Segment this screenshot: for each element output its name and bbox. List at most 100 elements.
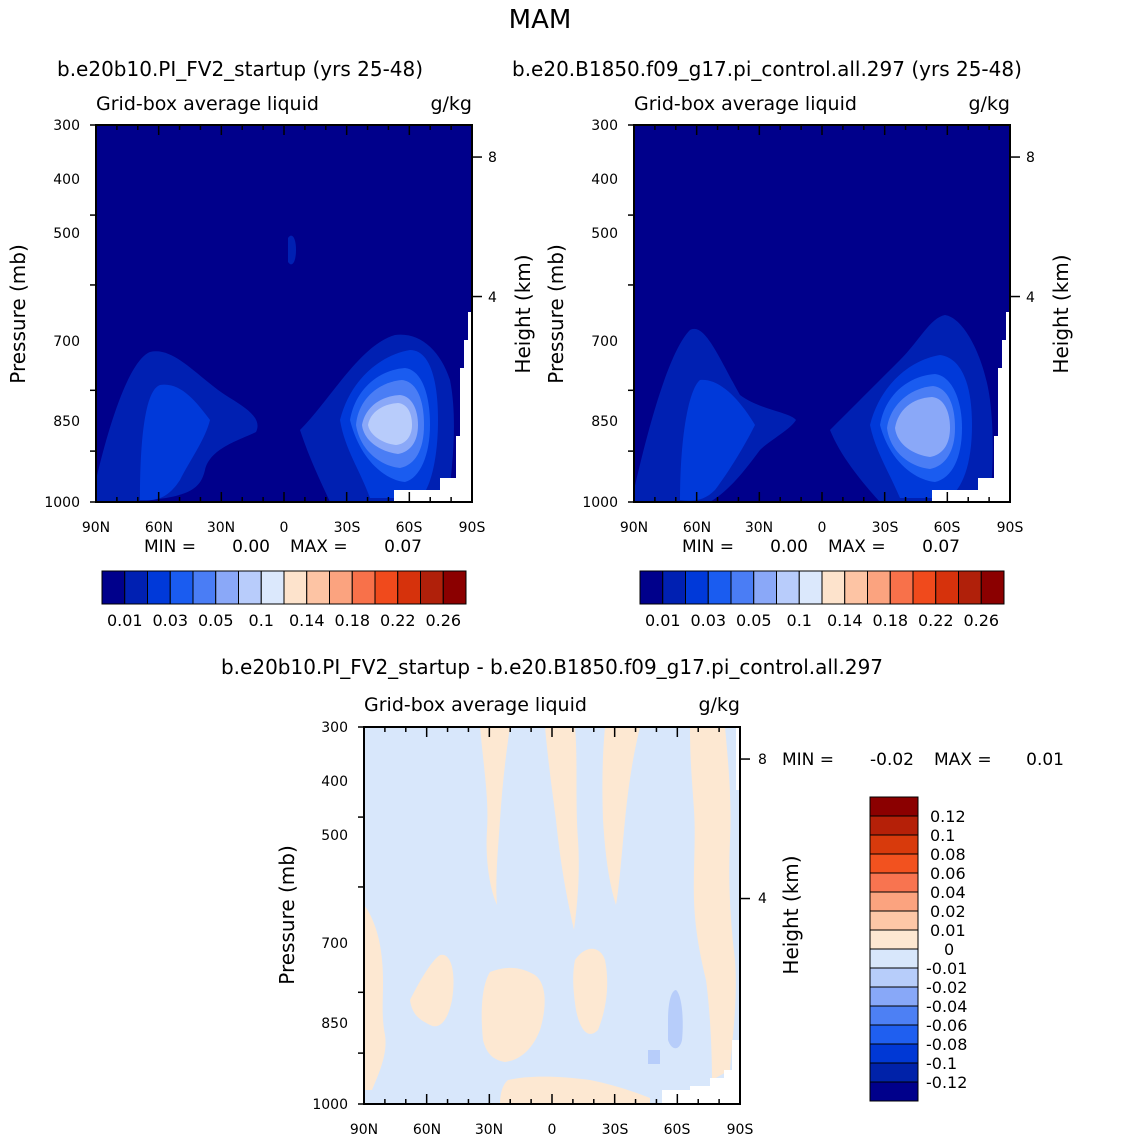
- panel-b-xtick-label: 60N: [683, 520, 711, 536]
- panel-b-cbar-label: 0.14: [827, 611, 863, 630]
- panel-b-ticks: [628, 124, 1020, 503]
- panel-c-cbar-label: 0.01: [930, 921, 966, 940]
- panel-a-contours: [96, 125, 472, 502]
- panel-a-colorbar: [101, 570, 467, 605]
- panel-b-level-5: [895, 397, 950, 457]
- panel-c-cbar-label: -0.1: [926, 1054, 957, 1073]
- panel-a-missing-data: [394, 125, 472, 502]
- panel-c-min-label: MIN =: [782, 750, 834, 770]
- panel-c-positive-region: [500, 1076, 650, 1104]
- panel-b-level-2: [680, 379, 755, 501]
- panel-c-units: g/kg: [698, 694, 740, 716]
- panel-c-cbar-label: 0: [944, 940, 954, 959]
- panel-c-cbar-label: 0.1: [930, 826, 955, 845]
- panel-b-variable: Grid-box average liquid: [634, 93, 857, 115]
- panel-b-ylabel: Pressure (mb): [544, 244, 568, 384]
- panel-c-positive-region: [573, 948, 608, 1034]
- panel-b-colorbar-swatch: [776, 570, 800, 605]
- panel-c-cbar-label: 0.06: [930, 864, 966, 883]
- panel-b-units: g/kg: [968, 93, 1010, 115]
- panel-a-cbar-label: 0.03: [152, 611, 188, 630]
- panel-c-min-value: -0.02: [870, 750, 914, 770]
- panel-b-height-label: 4: [1026, 290, 1035, 306]
- panel-a-colorbar-labels: 0.01 0.03 0.05 0.1 0.14 0.18 0.22 0.26: [107, 611, 461, 630]
- panel-b-title: b.e20.B1850.f09_g17.pi_control.all.297 (…: [512, 57, 1022, 81]
- panel-a-xtick-label: 60N: [145, 520, 173, 536]
- panel-c-xtick-label: 90S: [727, 1122, 754, 1138]
- panel-a-colorbar-swatch: [238, 570, 262, 605]
- panel-b-colorbar-swatch: [639, 570, 664, 605]
- panel-b-cbar-label: 0.05: [736, 611, 772, 630]
- panel-c-contours: [364, 727, 740, 1104]
- panel-a-colorbar-swatch: [283, 570, 308, 605]
- panel-b-colorbar-swatch: [707, 570, 732, 605]
- panel-c-cbar-label: -0.01: [926, 959, 967, 978]
- panel-c-cbar-label: -0.12: [926, 1073, 967, 1092]
- panel-a-x-ticklabels: 90N 60N 30N 0 30S 60S 90S: [82, 520, 486, 536]
- panel-b: b.e20.B1850.f09_g17.pi_control.all.297 (…: [512, 57, 1073, 630]
- panel-c-positive-region: [364, 905, 386, 1090]
- panel-b-max-label: MAX =: [828, 537, 886, 557]
- panel-a-ylabel-right: Height (km): [511, 254, 535, 373]
- panel-a-xtick-label: 30N: [207, 520, 235, 536]
- panel-c-positive-region: [545, 727, 579, 930]
- panel-a-colorbar-swatch: [329, 570, 353, 605]
- panel-b-max-value: 0.07: [922, 537, 960, 557]
- panel-b-ytick-label: 700: [591, 334, 618, 350]
- panel-c-colorbar-swatch: [869, 891, 919, 912]
- panel-b-colorbar-swatch: [844, 570, 868, 605]
- panel-c-missing-data: [662, 1040, 740, 1104]
- panel-c-ytick-label: 850: [321, 1016, 348, 1032]
- panel-a-cbar-label: 0.26: [425, 611, 461, 630]
- panel-a: b.e20b10.PI_FV2_startup (yrs 25-48) Grid…: [6, 57, 535, 630]
- panel-b-colorbar-swatch: [821, 570, 846, 605]
- panel-b-ylabel-right: Height (km): [1049, 254, 1073, 373]
- panel-c-colorbar-swatch: [869, 872, 919, 893]
- panel-b-cbar-label: 0.01: [645, 611, 681, 630]
- panel-a-level-6: [368, 403, 412, 445]
- panel-b-cbar-label: 0.1: [787, 611, 812, 630]
- panel-a-variable: Grid-box average liquid: [96, 93, 319, 115]
- panel-c-colorbar-labels: 0.12 0.1 0.08 0.06 0.04 0.02 0.01 0 -0.0…: [926, 807, 967, 1092]
- panel-b-cbar-label: 0.26: [963, 611, 999, 630]
- panel-b-contours: [634, 125, 1010, 502]
- panel-c-colorbar-swatch: [869, 1043, 919, 1064]
- panel-b-ytick-label: 1000: [582, 495, 618, 511]
- panel-c-positive-region: [690, 727, 736, 1080]
- panel-c-colorbar-swatch: [869, 1024, 919, 1045]
- panel-b-colorbar-swatch: [685, 570, 709, 605]
- panel-b-min-value: 0.00: [770, 537, 808, 557]
- panel-a-xtick-label: 90N: [82, 520, 110, 536]
- panel-c-xtick-label: 60N: [413, 1122, 441, 1138]
- panel-c-colorbar-swatch: [869, 910, 919, 931]
- panel-c-max-label: MAX =: [934, 750, 992, 770]
- panel-c-height-label: 4: [758, 891, 767, 907]
- panel-c-ytick-label: 1000: [312, 1097, 348, 1113]
- panel-b-colorbar-swatch: [935, 570, 959, 605]
- panel-c-xtick-label: 90N: [350, 1122, 378, 1138]
- panel-c-xtick-label: 30N: [475, 1122, 503, 1138]
- panel-a-xtick-label: 0: [280, 520, 289, 536]
- season-title: MAM: [509, 5, 572, 35]
- panel-c-xtick-label: 0: [548, 1122, 557, 1138]
- panel-a-min-value: 0.00: [232, 537, 270, 557]
- panel-c-colorbar-swatch: [869, 948, 919, 969]
- panel-b-xtick-label: 30N: [745, 520, 773, 536]
- panel-c-colorbar-swatch: [869, 986, 919, 1007]
- panel-b-cbar-label: 0.22: [918, 611, 954, 630]
- panel-c-colorbar-swatch: [869, 1062, 919, 1083]
- panel-b-cbar-label: 0.18: [872, 611, 908, 630]
- panel-c-colorbar: [869, 796, 919, 1102]
- panel-a-xtick-label: 30S: [334, 520, 361, 536]
- panel-c: b.e20b10.PI_FV2_startup - b.e20.B1850.f0…: [221, 655, 1064, 1138]
- panel-c-cbar-label: 0.08: [930, 845, 966, 864]
- panel-b-xtick-label: 30S: [872, 520, 899, 536]
- panel-b-colorbar-swatch: [753, 570, 777, 605]
- panel-a-ytick-label: 400: [53, 172, 80, 188]
- panel-a-ytick-label: 1000: [44, 495, 80, 511]
- panel-c-colorbar-swatch: [869, 929, 919, 950]
- panel-a-max-label: MAX =: [290, 537, 348, 557]
- panel-c-positive-region: [602, 727, 640, 905]
- panel-c-colorbar-swatch: [869, 853, 919, 874]
- panel-a-ytick-label: 700: [53, 334, 80, 350]
